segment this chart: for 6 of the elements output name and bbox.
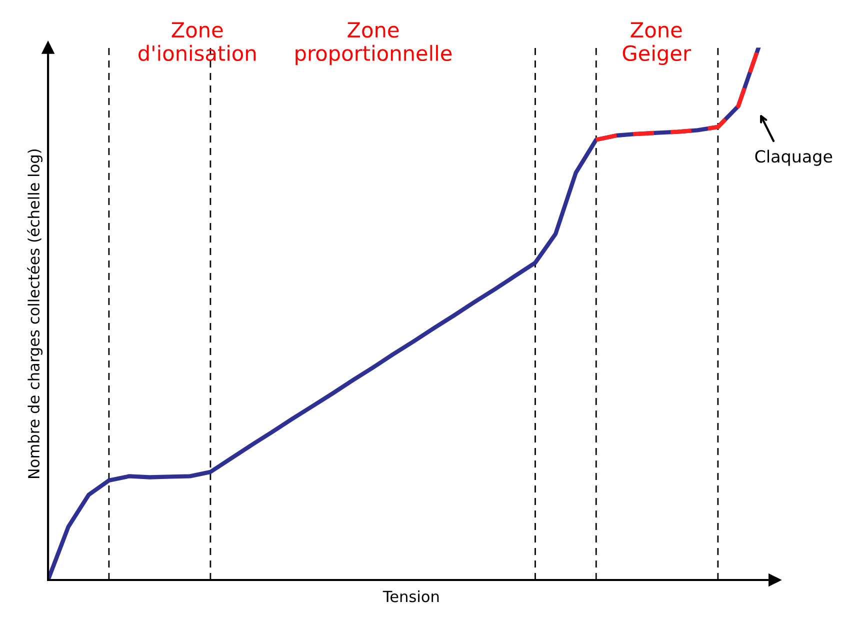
annotation: Zone d'ionisation — [138, 22, 256, 62]
y-axis-title: Nombre de charges collectées (échelle log) — [27, 149, 42, 478]
annotation: Zone Geiger — [622, 22, 692, 66]
x-axis-title: Tension — [382, 590, 439, 602]
annotation: Claquage — [755, 150, 832, 166]
annotation: Zone proportionnelle — [296, 22, 452, 66]
